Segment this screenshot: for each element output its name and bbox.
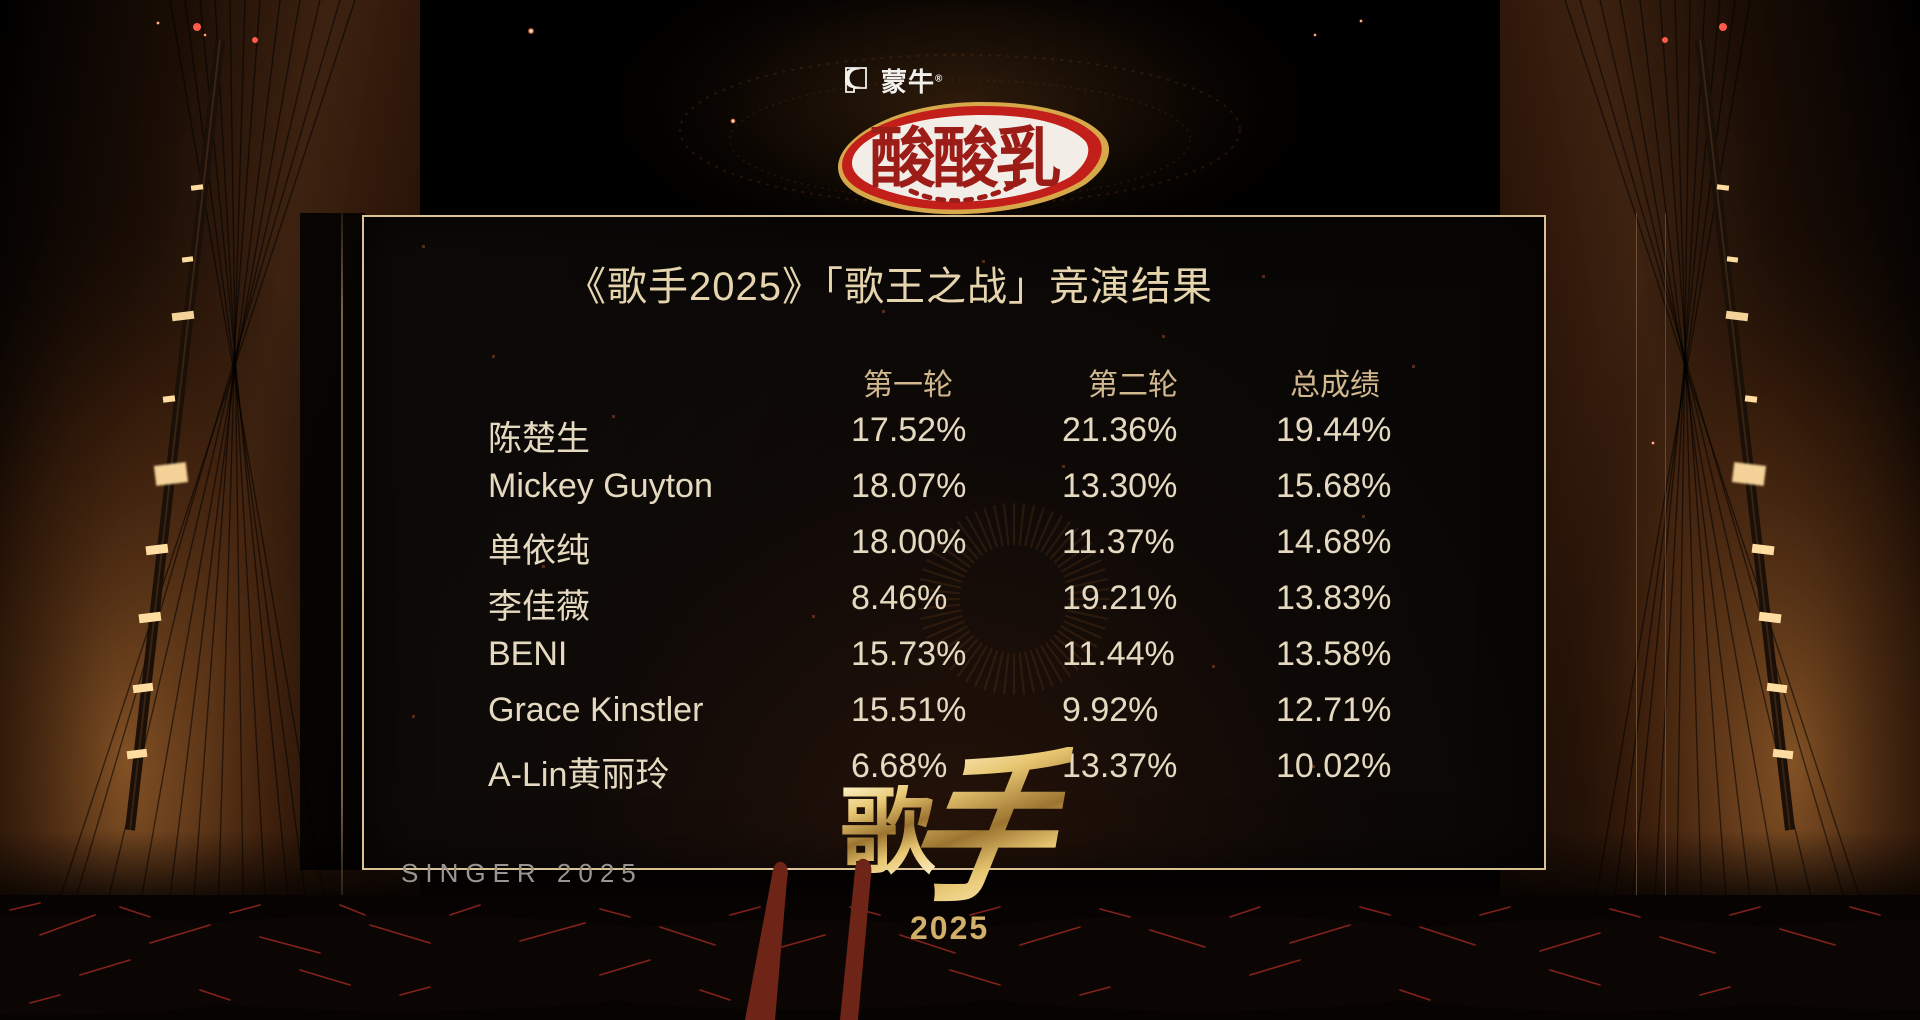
svg-text:酸酸乳: 酸酸乳 [870,121,1061,195]
